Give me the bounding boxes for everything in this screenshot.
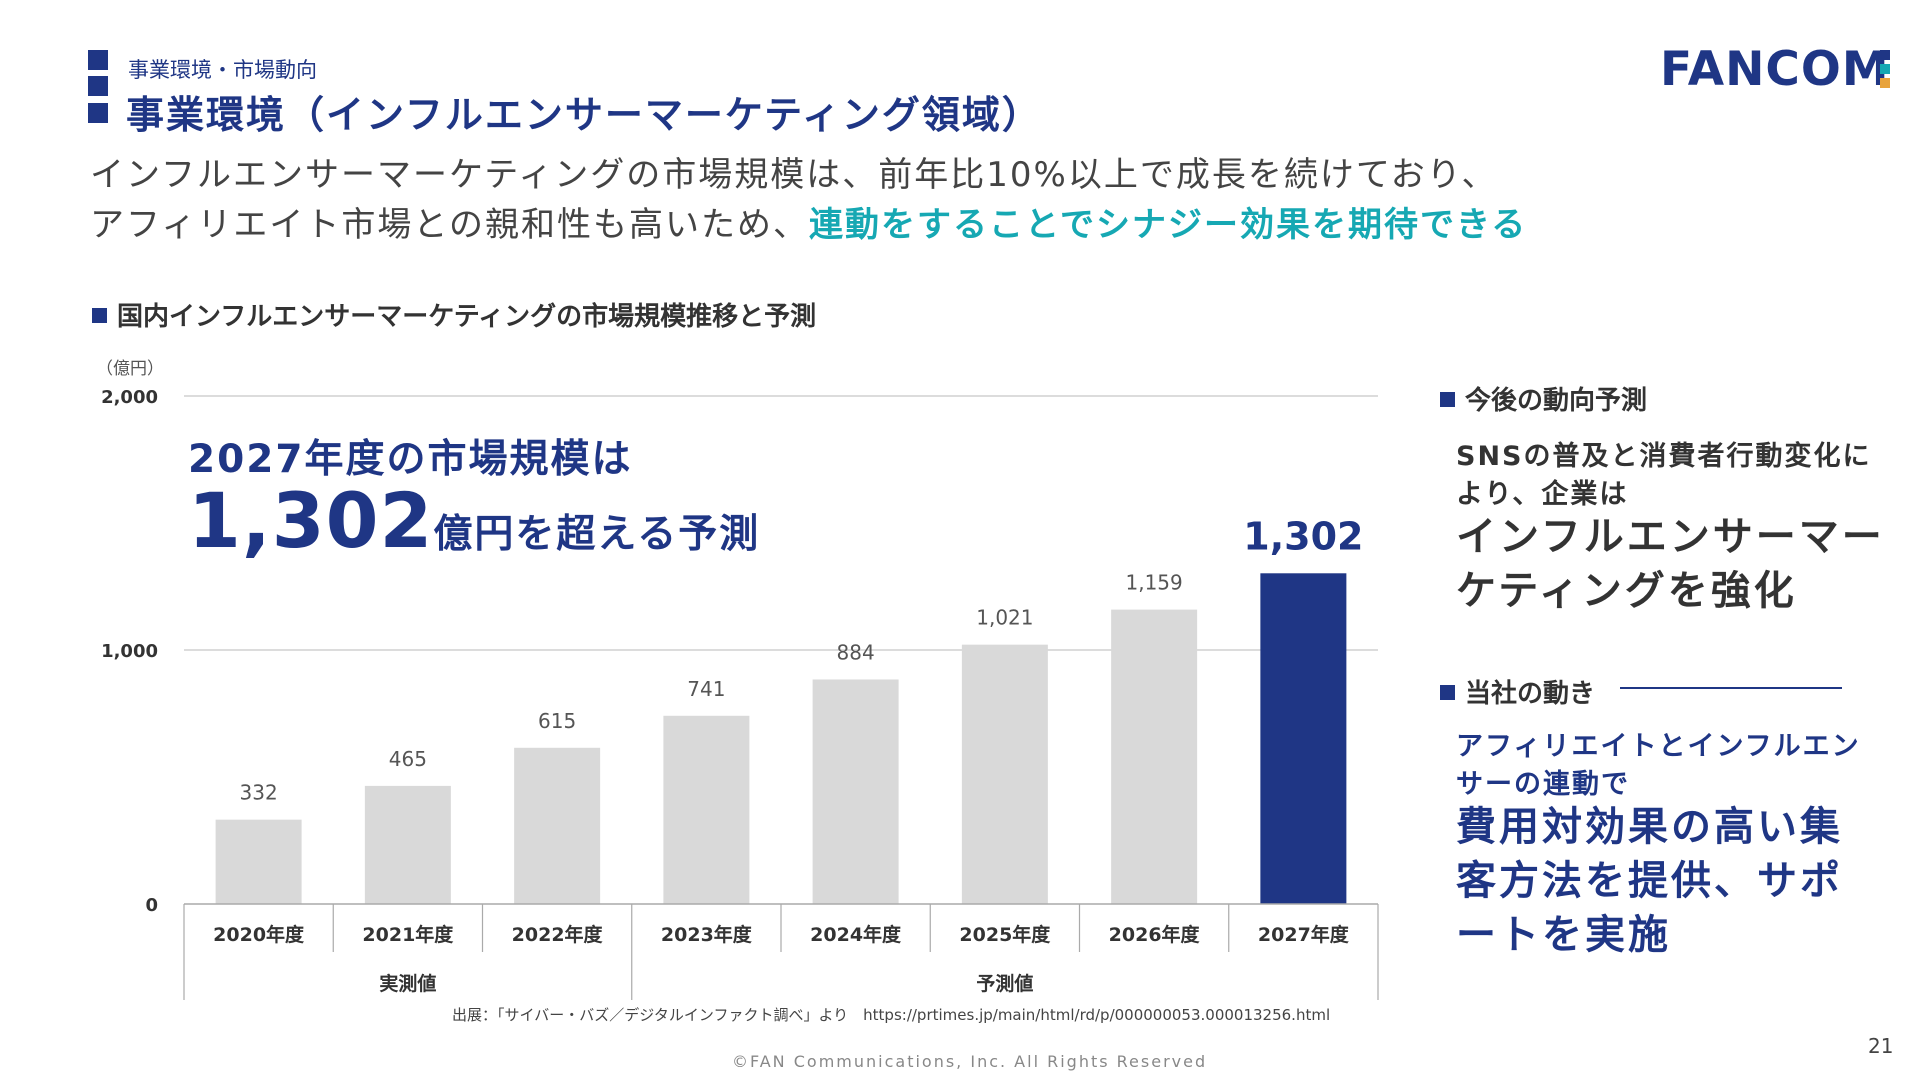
logo-dots-icon [1880, 50, 1890, 88]
callout-value: 1,302億円を超える予測 [188, 476, 760, 565]
x-tick-label: 2026年度 [1109, 923, 1201, 946]
bar-2025年度 [961, 644, 1048, 904]
company-logo: FANCOM [1660, 42, 1890, 97]
chart-bars [215, 573, 1347, 904]
x-tick-label: 2025年度 [959, 923, 1051, 946]
lead-line-2: アフィリエイト市場との親和性も高いため、連動をすることでシナジー効果を期待できる [90, 200, 1527, 250]
section-square-icon [1440, 685, 1455, 700]
header-mark-middle [88, 76, 108, 96]
page-number: 21 [1868, 1034, 1894, 1058]
lead-line-2-plain: アフィリエイト市場との親和性も高いため、 [90, 205, 809, 245]
callout-suffix: 億円を超える予測 [433, 512, 761, 557]
source-note: 出展：「サイバー・バズ／デジタルインファクト調べ」より https://prti… [452, 1006, 1331, 1024]
chart-y-ticks: 0 1,000 2,000 [101, 387, 158, 916]
company-heading-text: 当社の動き [1465, 679, 1596, 709]
chart-x-axis: 2020年度 2021年度 2022年度 2023年度 2024年度 2025年度 2026… [183, 903, 1379, 1000]
bar-value-label: 1,021 [976, 606, 1033, 630]
bar-2024年度 [812, 679, 899, 904]
bar-value-label: 1,159 [1125, 571, 1182, 595]
trend-subtext: SNSの普及と消費者行動変化により、企業は [1456, 441, 1872, 510]
x-tick-label: 2020年度 [213, 923, 305, 946]
page-title: 事業環境（インフルエンサーマーケティング領域） [126, 93, 1042, 137]
bar-2026年度 [1111, 609, 1198, 904]
bar-2027年度 [1260, 573, 1347, 904]
lead-highlight: 連動をすることでシナジー効果を期待できる [808, 205, 1528, 245]
y-tick-label: 1,000 [101, 641, 158, 662]
chart-unit-label: （億円） [96, 359, 164, 379]
trend-heading-text: 今後の動向予測 [1465, 386, 1648, 416]
company-heading-rule [1620, 687, 1842, 689]
chart-section-title: 国内インフルエンサーマーケティングの市場規模推移と予測 [92, 296, 816, 333]
x-tick-label: 2022年度 [512, 923, 604, 946]
x-tick-label: 2021年度 [362, 923, 454, 946]
section-square-icon [92, 308, 107, 323]
x-tick-label: 2023年度 [661, 923, 753, 946]
bar-value-label: 741 [687, 677, 725, 701]
company-main-text: 費用対効果の高い集客方法を提供、サポートを実施 [1456, 804, 1843, 958]
x-group-label: 予測値 [976, 972, 1033, 995]
bar-2021年度 [364, 785, 451, 904]
trend-heading: 今後の動向予測 [1440, 380, 1647, 417]
bar-2023年度 [663, 715, 750, 904]
header-mark-bottom [88, 103, 108, 123]
trend-main-text: インフルエンサーマーケティングを強化 [1456, 514, 1885, 614]
x-tick-label: 2027年度 [1258, 923, 1350, 946]
chart-title-text: 国内インフルエンサーマーケティングの市場規模推移と予測 [117, 302, 817, 332]
x-group-label: 実測値 [379, 972, 436, 995]
x-tick-label: 2024年度 [810, 923, 902, 946]
lead-text: インフルエンサーマーケティングの市場規模は、前年比10%以上で成長を続けており、… [90, 150, 1527, 250]
bar-2022年度 [514, 747, 601, 904]
bar-value-label: 1,302 [1243, 514, 1363, 558]
company-heading: 当社の動き [1440, 673, 1595, 710]
y-tick-label: 2,000 [101, 387, 158, 408]
callout-headline: 2027年度の市場規模は [188, 437, 633, 482]
y-tick-label: 0 [145, 895, 158, 916]
breadcrumb: 事業環境・市場動向 [128, 58, 317, 82]
bar-value-label: 465 [389, 747, 427, 771]
company-subtext: アフィリエイトとインフルエンサーの連動で [1456, 731, 1861, 800]
bar-value-label: 332 [240, 781, 278, 805]
header-mark-top [88, 50, 108, 70]
section-square-icon [1440, 392, 1455, 407]
bar-value-label: 884 [837, 640, 875, 664]
bar-2020年度 [215, 819, 302, 904]
copyright: ©FAN Communications, Inc. All Rights Res… [732, 1052, 1208, 1071]
bar-value-label: 615 [538, 709, 576, 733]
chart-value-labels: 332 465 615 741 884 1,021 1,159 1,302 [240, 514, 1364, 804]
lead-line-1: インフルエンサーマーケティングの市場規模は、前年比10%以上で成長を続けており、 [90, 155, 1498, 195]
callout-big-number: 1,302 [188, 476, 434, 565]
